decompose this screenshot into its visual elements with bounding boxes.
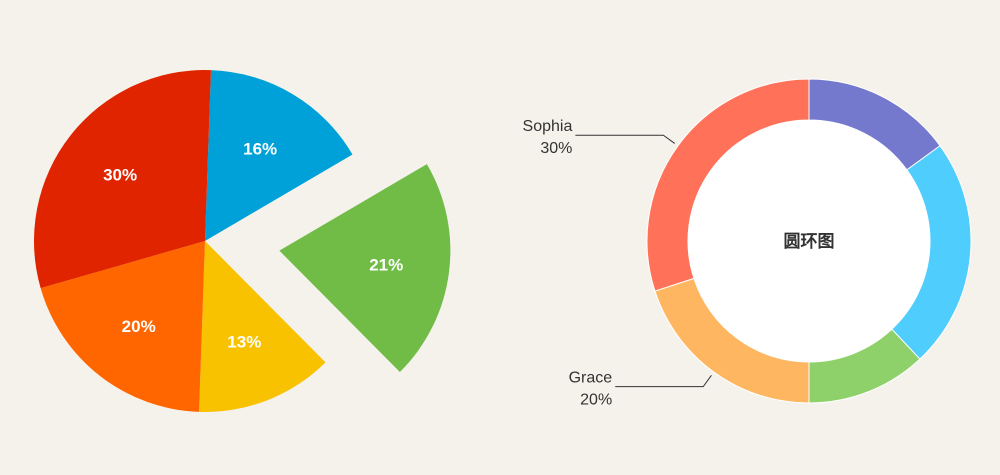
pie-slice-label: 21% xyxy=(369,256,403,275)
callout-value: 30% xyxy=(540,140,572,157)
donut-hole xyxy=(688,120,930,362)
donut-chart: 圆环图 Grace 20% Sophia 30% xyxy=(523,78,972,409)
callout-name: Grace xyxy=(569,370,613,387)
callout-value: 20% xyxy=(580,392,612,409)
donut-slice xyxy=(646,78,810,292)
pie-slice xyxy=(40,241,205,412)
pie-chart: 16% 21% 13% 20% 30% xyxy=(33,70,451,413)
pie-slice xyxy=(33,70,211,289)
pie-slice-label: 20% xyxy=(122,317,156,336)
donut-center-label: 圆环图 xyxy=(784,232,835,251)
callout-name: Sophia xyxy=(523,118,573,135)
pie-slice xyxy=(205,70,353,241)
pie-slice xyxy=(199,241,326,413)
pie-slice-label: 16% xyxy=(243,139,277,158)
callout-line xyxy=(575,134,675,144)
pie-slice xyxy=(279,164,451,372)
callout-line xyxy=(615,375,712,388)
pie-slice-label: 13% xyxy=(227,332,261,351)
pie-slice-label: 30% xyxy=(103,166,137,185)
